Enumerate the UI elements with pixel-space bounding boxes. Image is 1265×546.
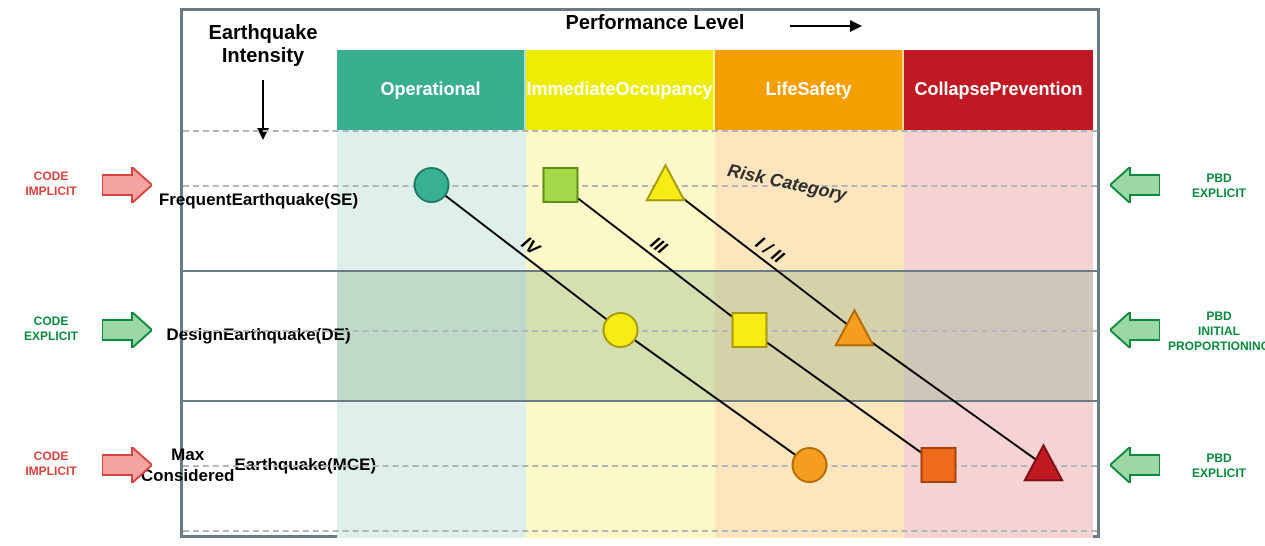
row-separator-1 bbox=[183, 400, 1097, 402]
left-arrow-icon-2 bbox=[102, 447, 152, 488]
intensity-title-line: Earthquake bbox=[209, 22, 318, 44]
right-arrow-icon-1 bbox=[1110, 312, 1160, 353]
performance-arrow-icon bbox=[790, 16, 864, 36]
column-header-line: Life bbox=[765, 79, 797, 101]
earthquake-intensity-title: EarthquakeIntensity bbox=[193, 22, 333, 68]
column-header-line: Immediate bbox=[526, 79, 615, 101]
column-header-2: LifeSafety bbox=[715, 50, 904, 130]
row-label-line: Design bbox=[166, 324, 223, 345]
column-header-line: Operational bbox=[380, 79, 480, 101]
column-header-3: CollapsePrevention bbox=[904, 50, 1093, 130]
left-arrow-icon-0 bbox=[102, 167, 152, 208]
right-arrow-icon-0 bbox=[1110, 167, 1160, 208]
column-header-line: Prevention bbox=[990, 79, 1083, 101]
dashed-line-2 bbox=[183, 330, 1097, 332]
row-label-0: FrequentEarthquake(SE) bbox=[188, 130, 329, 270]
right-annotation-text-1: PBDINITIALPROPORTIONING bbox=[1164, 309, 1265, 354]
column-header-line: Occupancy bbox=[616, 79, 713, 101]
left-annotation-text-2: CODEIMPLICIT bbox=[6, 449, 96, 479]
row-separator-0 bbox=[183, 270, 1097, 272]
left-annotation-text-1: CODEEXPLICIT bbox=[6, 314, 96, 344]
row-label-line: (DE) bbox=[316, 324, 351, 345]
intensity-title-line: Intensity bbox=[222, 45, 304, 67]
performance-level-title: Performance Level bbox=[530, 12, 780, 35]
dashed-line-0 bbox=[183, 130, 1097, 132]
column-header-1: ImmediateOccupancy bbox=[526, 50, 715, 130]
row-label-line: Earthquake bbox=[223, 324, 316, 345]
right-annotation-text-2: PBDEXPLICIT bbox=[1164, 451, 1265, 481]
right-arrow-icon-2 bbox=[1110, 447, 1160, 488]
row-label-1: DesignEarthquake(DE) bbox=[188, 270, 329, 400]
right-annotation-text-0: PBDEXPLICIT bbox=[1164, 171, 1265, 201]
column-header-line: Safety bbox=[797, 79, 851, 101]
left-annotation-text-0: CODEIMPLICIT bbox=[6, 169, 96, 199]
dashed-line-3 bbox=[183, 465, 1097, 467]
dashed-line-1 bbox=[183, 185, 1097, 187]
row-shade bbox=[337, 270, 1093, 400]
row-label-line: Earthquake bbox=[232, 189, 325, 210]
row-label-line: Frequent bbox=[159, 189, 232, 210]
column-header-0: Operational bbox=[337, 50, 526, 130]
dashed-line-4 bbox=[183, 530, 1097, 532]
column-header-line: Collapse bbox=[914, 79, 989, 101]
left-arrow-icon-1 bbox=[102, 312, 152, 353]
row-label-line: (SE) bbox=[324, 189, 358, 210]
